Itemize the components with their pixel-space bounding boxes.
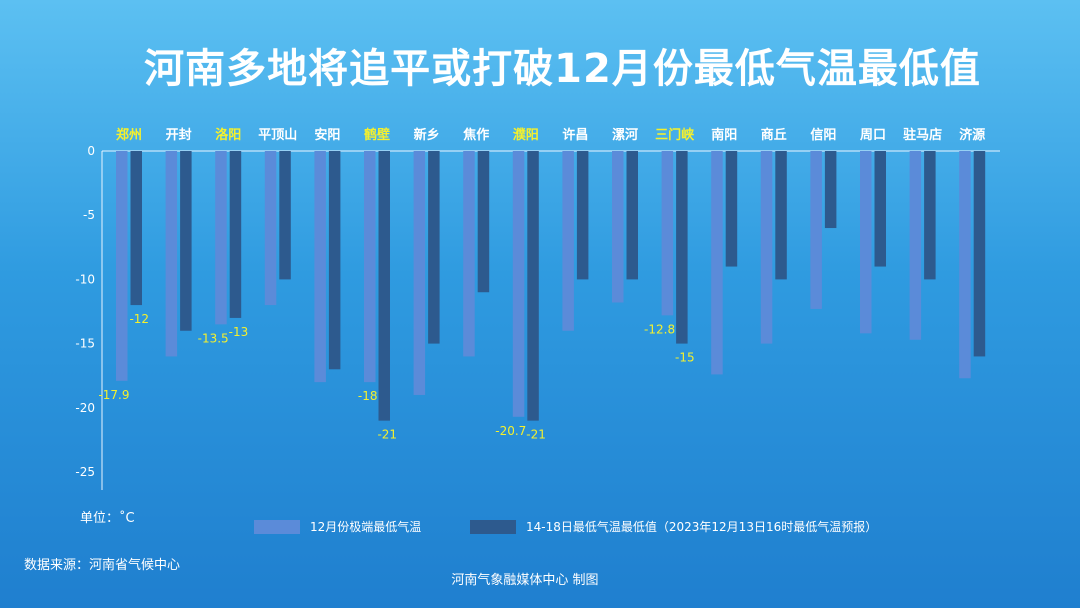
bar-extreme-min <box>264 151 277 306</box>
y-tick-label: -25 <box>75 465 95 479</box>
category-label: 信阳 <box>810 127 836 143</box>
bar-forecast-min <box>824 151 837 229</box>
y-tick-label: -15 <box>75 337 95 351</box>
bar-extreme-min <box>612 151 624 303</box>
credit-line: 河南气象融媒体中心 制图 <box>451 573 599 588</box>
category-label: 新乡 <box>414 127 440 143</box>
bar-extreme-min <box>810 151 822 309</box>
category-label: 驻马店 <box>903 127 942 143</box>
unit-label: 单位：˚C <box>80 511 135 526</box>
bar-forecast-min <box>527 151 539 421</box>
category-label: 洛阳 <box>215 127 241 143</box>
bar-extreme-min <box>760 151 773 344</box>
bar-forecast-min <box>378 151 390 421</box>
bar-extreme-min <box>661 151 674 316</box>
bar-extreme-min <box>314 151 326 383</box>
bar-forecast-min <box>973 151 986 357</box>
category-label: 濮阳 <box>513 127 539 143</box>
category-label: 郑州 <box>116 127 142 143</box>
data-label: -12 <box>129 312 149 326</box>
bar-forecast-min <box>428 151 440 344</box>
bar-extreme-min <box>711 151 723 375</box>
category-label: 三门峡 <box>655 127 695 143</box>
legend-swatch-forecast-min <box>470 519 516 534</box>
bar-extreme-min <box>562 151 574 331</box>
y-tick-label: -5 <box>83 208 95 222</box>
bar-forecast-min <box>229 151 242 318</box>
category-label: 平顶山 <box>258 127 297 143</box>
data-label: -12.8 <box>644 322 675 336</box>
legend-item-extreme-min: 12月份极端最低气温 <box>254 518 421 535</box>
bar-extreme-min <box>413 151 426 395</box>
category-label: 开封 <box>166 127 192 143</box>
bar-extreme-min <box>364 151 376 383</box>
bar-forecast-min <box>924 151 936 280</box>
legend-label-forecast-min: 14-18日最低气温最低值（2023年12月13日16时最低气温预报） <box>526 520 878 534</box>
category-label: 鹤壁 <box>364 127 390 143</box>
y-tick-label: 0 <box>87 144 95 158</box>
bar-forecast-min <box>279 151 291 280</box>
data-label: -21 <box>377 428 397 442</box>
category-label: 商丘 <box>761 127 787 143</box>
data-label: -21 <box>526 428 546 442</box>
bar-extreme-min <box>959 151 971 379</box>
bar-extreme-min <box>860 151 872 334</box>
category-label: 南阳 <box>711 127 737 143</box>
legend-swatch-extreme-min <box>254 519 300 534</box>
bar-extreme-min <box>463 151 475 357</box>
legend-label-extreme-min: 12月份极端最低气温 <box>310 520 422 534</box>
data-label: -13.5 <box>198 331 229 345</box>
bar-forecast-min <box>130 151 142 306</box>
bar-forecast-min <box>328 151 341 370</box>
bar-forecast-min <box>180 151 192 331</box>
bar-forecast-min <box>775 151 787 280</box>
category-label: 许昌 <box>562 127 588 143</box>
bar-extreme-min <box>512 151 525 417</box>
category-label: 漯河 <box>612 127 638 143</box>
data-label: -13 <box>229 325 249 339</box>
data-label: -17.9 <box>98 388 129 402</box>
bar-forecast-min <box>874 151 886 267</box>
data-label: -15 <box>675 351 695 365</box>
category-label: 安阳 <box>314 127 340 143</box>
bar-extreme-min <box>165 151 178 357</box>
data-label: -18 <box>358 389 378 403</box>
legend-item-forecast-min: 14-18日最低气温最低值（2023年12月13日16时最低气温预报） <box>470 518 877 535</box>
y-tick-label: -20 <box>75 401 95 415</box>
bar-forecast-min <box>626 151 638 280</box>
data-label: -20.7 <box>495 424 526 438</box>
data-source: 数据来源：河南省气候中心 <box>24 558 181 573</box>
bar-extreme-min <box>215 151 227 325</box>
category-label: 焦作 <box>462 127 489 143</box>
chart-title: 河南多地将追平或打破12月份最低气温最低值 <box>144 46 981 92</box>
y-tick-label: -10 <box>75 272 95 286</box>
bar-forecast-min <box>725 151 738 267</box>
bar-extreme-min <box>116 151 128 381</box>
bar-forecast-min <box>676 151 688 344</box>
bar-forecast-min <box>576 151 589 280</box>
bar-forecast-min <box>477 151 490 293</box>
bar-extreme-min <box>909 151 922 340</box>
category-label: 济源 <box>959 127 985 143</box>
category-label: 周口 <box>860 128 886 143</box>
